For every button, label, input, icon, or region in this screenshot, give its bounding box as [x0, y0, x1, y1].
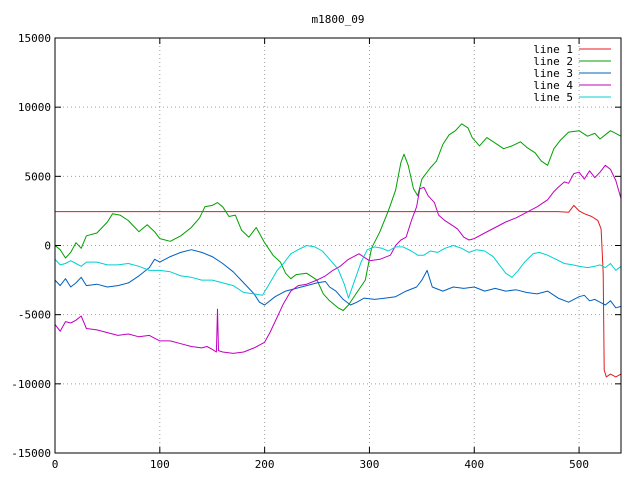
y-tick-label: -5000	[18, 309, 51, 322]
x-tick-label: 100	[150, 458, 170, 471]
series-layer	[54, 123, 622, 378]
series-line-5	[54, 245, 622, 299]
series-line-4	[54, 164, 622, 354]
x-tick-label: 0	[52, 458, 59, 471]
y-tick-label: 0	[44, 240, 51, 253]
legend-label-1: line 1	[533, 43, 573, 56]
x-tick-label: 400	[464, 458, 484, 471]
axis-ticks: 0 100 200 300 400 500 -15000 -10000 -5000 0 5000 10…	[11, 32, 621, 471]
y-tick-label: 15000	[18, 32, 51, 45]
x-tick-label: 300	[360, 458, 380, 471]
legend-label-5: line 5	[533, 91, 573, 104]
x-tick-label: 500	[569, 458, 589, 471]
y-tick-label: 5000	[25, 170, 52, 183]
series-line-1	[55, 204, 622, 378]
y-tick-label: 10000	[18, 101, 51, 114]
series-line-3	[54, 249, 622, 309]
y-tick-label: -15000	[11, 447, 51, 460]
legend-label-2: line 2	[533, 55, 573, 68]
legend-label-3: line 3	[533, 67, 573, 80]
x-tick-label: 200	[255, 458, 275, 471]
chart-title: m1800_09	[312, 13, 365, 26]
series-line-2	[54, 123, 622, 311]
y-tick-label: -10000	[11, 378, 51, 391]
legend-label-4: line 4	[533, 79, 573, 92]
